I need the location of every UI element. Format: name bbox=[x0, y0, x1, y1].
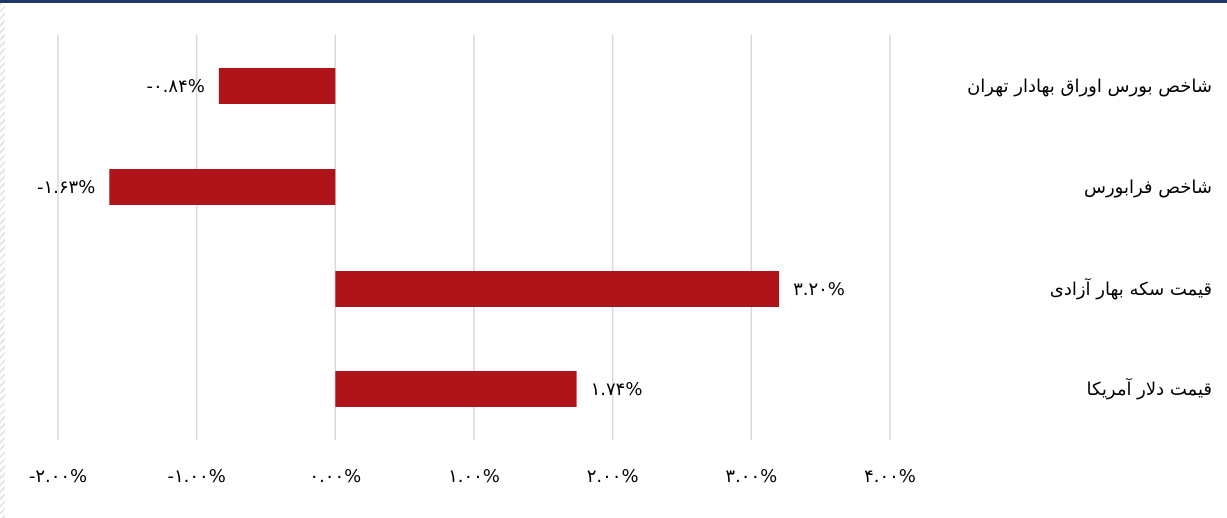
bar bbox=[335, 271, 780, 307]
data-label: ۳.۲۰% bbox=[793, 279, 845, 300]
data-labels: -۰.۸۴% -۱.۶۳% ۳.۲۰% ۱.۷۴% bbox=[37, 76, 845, 400]
category-label: قیمت دلار آمریکا bbox=[1086, 377, 1212, 400]
category-label: شاخص فرابورس bbox=[1084, 177, 1212, 198]
x-tick-label: ۳.۰۰% bbox=[725, 466, 777, 487]
category-label: قیمت سکه بهار آزادی bbox=[1050, 277, 1212, 300]
gridlines bbox=[57, 35, 891, 440]
x-tick-label: ۱.۰۰% bbox=[448, 466, 500, 487]
bar bbox=[335, 371, 577, 407]
x-tick-label: ۴.۰۰% bbox=[864, 466, 916, 487]
top-border bbox=[0, 0, 1227, 3]
bar bbox=[109, 169, 336, 205]
bars bbox=[109, 68, 780, 407]
data-label: -۰.۸۴% bbox=[147, 76, 205, 97]
category-labels: شاخص بورس اوراق بهادار تهران شاخص فرابورس… bbox=[967, 76, 1212, 400]
left-hatch-border bbox=[0, 3, 5, 518]
x-tick-label: -۱.۰۰% bbox=[168, 466, 226, 487]
x-axis-tick-labels: -۲.۰۰% -۱.۰۰% ۰.۰۰% ۱.۰۰% ۲.۰۰% ۳.۰۰% ۴.۰۰% bbox=[29, 466, 916, 487]
data-label: ۱.۷۴% bbox=[591, 379, 643, 400]
x-tick-label: -۲.۰۰% bbox=[29, 466, 87, 487]
x-tick-label: ۰.۰۰% bbox=[309, 466, 361, 487]
data-label: -۱.۶۳% bbox=[37, 177, 95, 198]
bar bbox=[218, 68, 336, 104]
x-tick-label: ۲.۰۰% bbox=[587, 466, 639, 487]
category-label: شاخص بورس اوراق بهادار تهران bbox=[967, 76, 1212, 97]
